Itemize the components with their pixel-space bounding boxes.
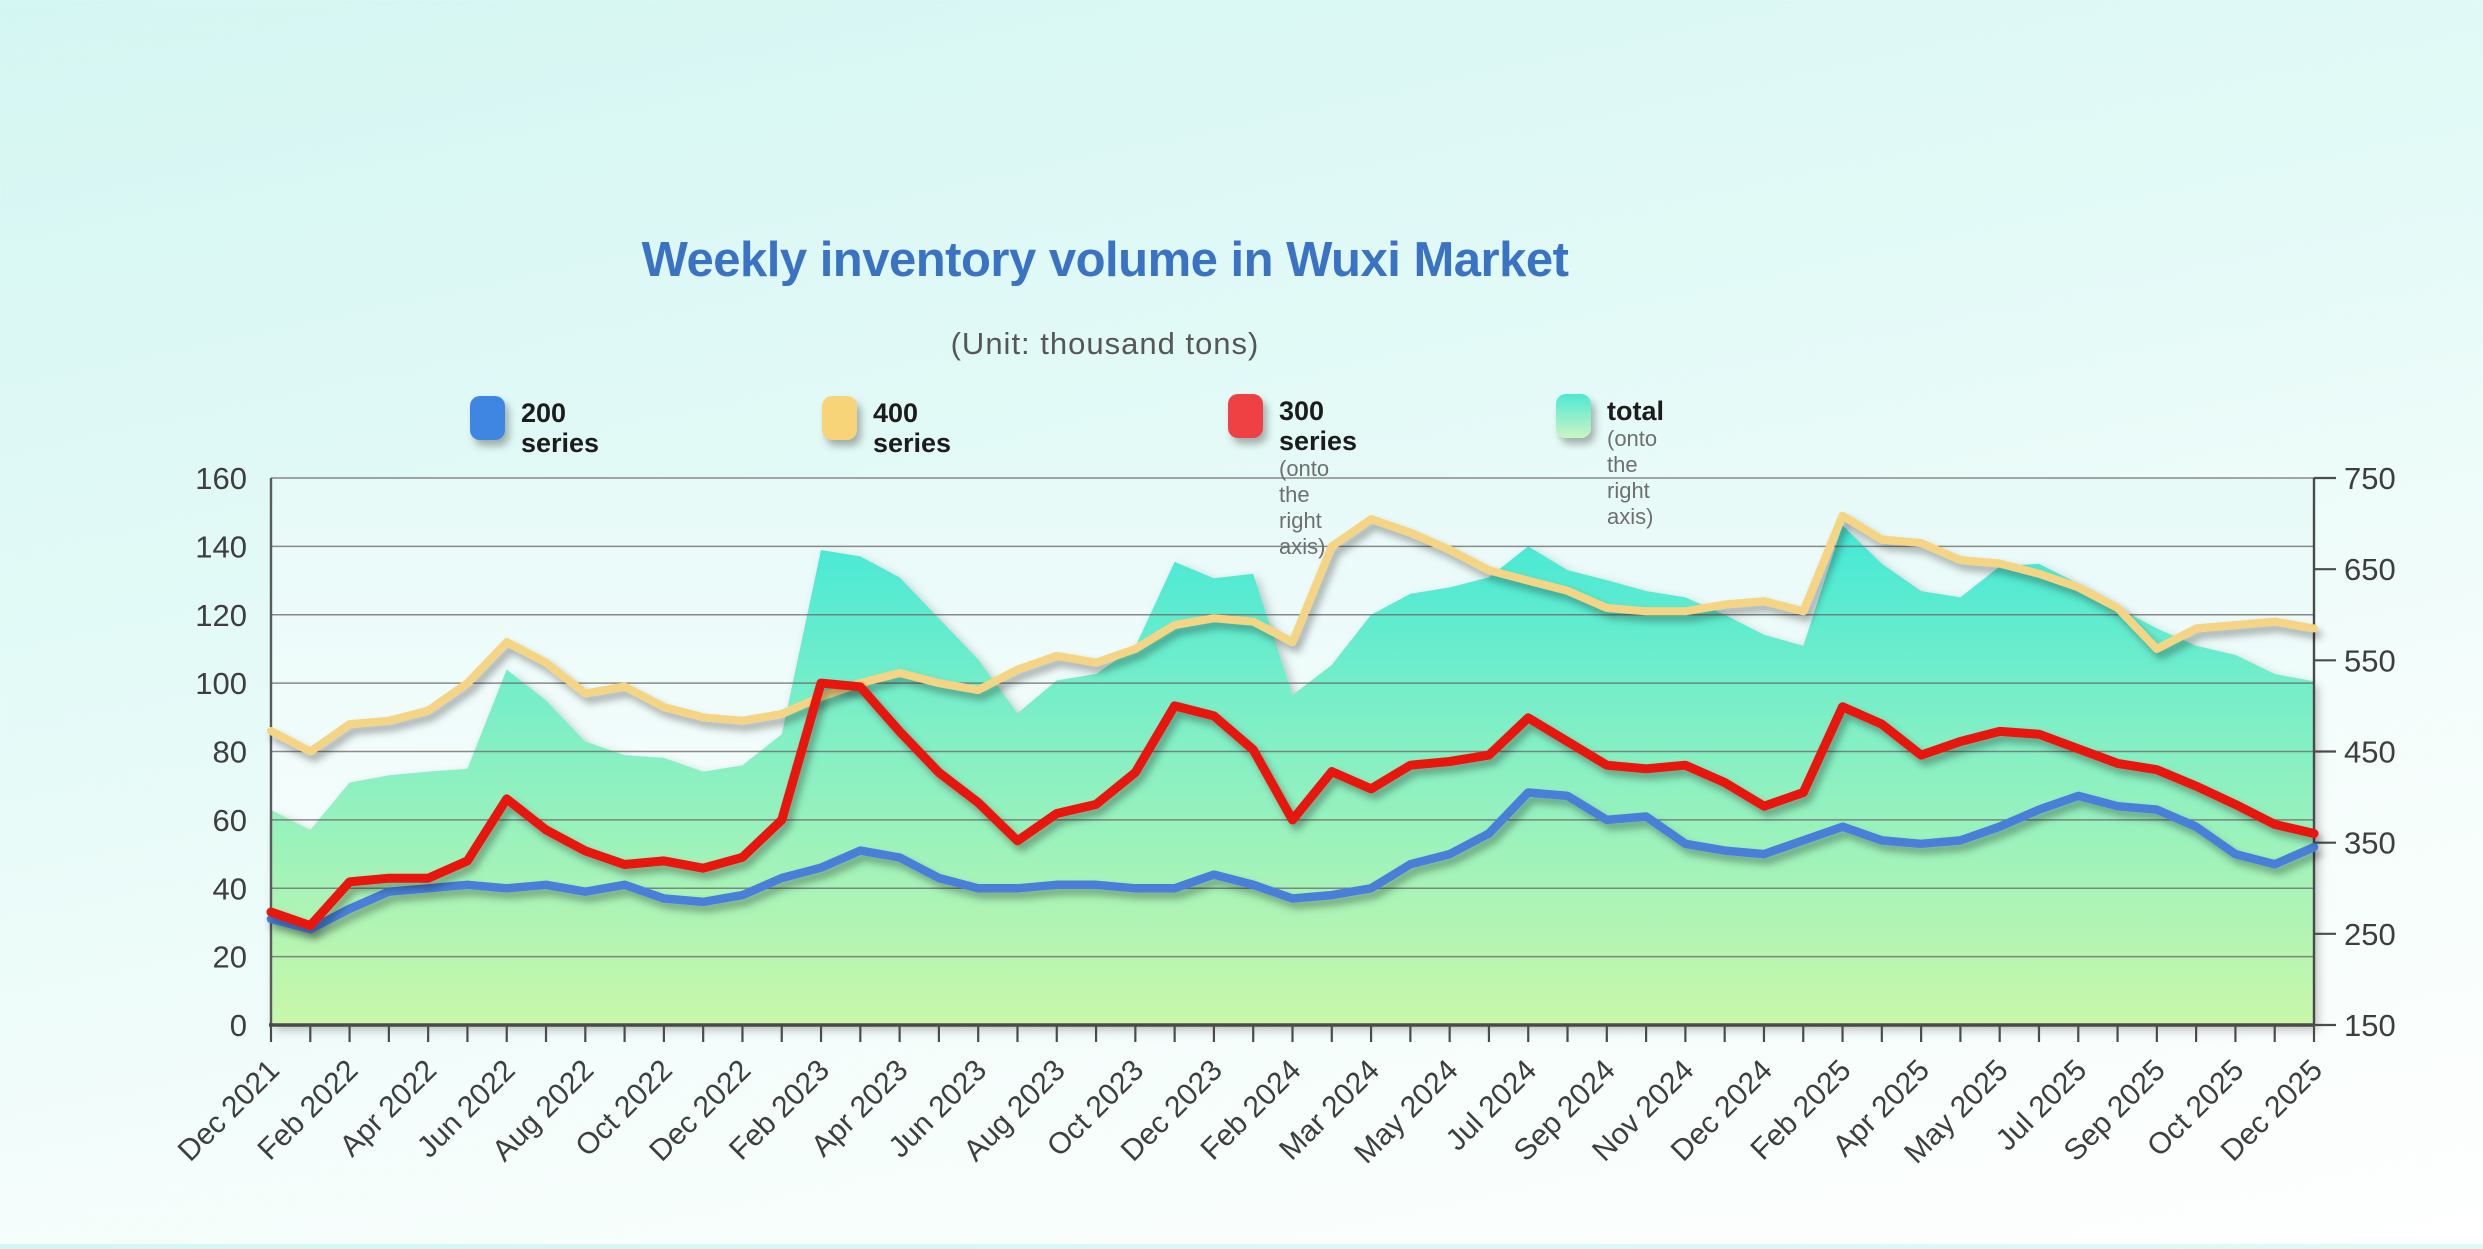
left-axis-tick-labels: 0 20 40 60 80 100 120 140 160 — [195, 461, 247, 1043]
left-axis-tick-label: 120 — [195, 598, 247, 633]
legend-label-300-series: 300 series — [1279, 396, 1358, 456]
right-axis-tick-labels: 150 250 350 450 550 650 750 — [2344, 461, 2396, 1043]
legend-label-400-series: 400 series — [873, 398, 952, 458]
legend-swatch-400-series-icon — [822, 396, 857, 440]
series-400-line — [267, 511, 2318, 756]
left-axis-tick-label: 40 — [213, 871, 247, 906]
chart-title: Weekly inventory volume in Wuxi Market — [641, 233, 1569, 287]
chart-subtitle: (Unit: thousand tons) — [950, 326, 1260, 361]
left-axis-tick-label: 160 — [195, 461, 247, 496]
left-axis-tick-label: 80 — [213, 735, 247, 770]
legend-note-300-series: (onto the right axis) — [1279, 456, 1330, 559]
x-axis-ticks — [269, 1025, 2316, 1042]
legend-swatch-300-series-icon — [1228, 394, 1263, 438]
right-axis-tick-label: 650 — [2344, 552, 2396, 587]
left-axis-tick-label: 60 — [213, 803, 247, 838]
right-axis-tick-label: 250 — [2344, 917, 2396, 952]
legend-item-400-series: 400 series — [822, 396, 951, 458]
right-axis-tick-label: 150 — [2344, 1008, 2396, 1043]
legend-label-total: total — [1607, 396, 1664, 426]
left-axis-tick-label: 100 — [195, 666, 247, 701]
legend-note-total: (onto the right axis) — [1607, 426, 1658, 529]
right-axis-tick-label: 550 — [2344, 643, 2396, 678]
right-axis-tick-label: 450 — [2344, 735, 2396, 770]
right-axis-tick-label: 350 — [2344, 826, 2396, 861]
legend-label-200-series: 200 series — [521, 398, 600, 458]
left-axis-tick-label: 0 — [230, 1008, 247, 1043]
series-300-line — [266, 678, 2319, 931]
legend-item-200-series: 200 series — [470, 396, 599, 458]
right-axis-tick-label: 750 — [2344, 461, 2396, 496]
legend-item-total: total (onto the right axis) — [1556, 394, 1664, 530]
legend-item-300-series: 300 series (onto the right axis) — [1228, 394, 1357, 560]
series-200-line — [266, 788, 2319, 934]
left-axis-tick-label: 140 — [195, 529, 247, 564]
right-axis-ticks — [2314, 476, 2336, 1027]
left-axis-tick-label: 20 — [213, 940, 247, 975]
legend-swatch-total-icon — [1556, 394, 1591, 438]
legend-swatch-200-series-icon — [470, 396, 505, 440]
total-area — [271, 525, 2314, 1025]
